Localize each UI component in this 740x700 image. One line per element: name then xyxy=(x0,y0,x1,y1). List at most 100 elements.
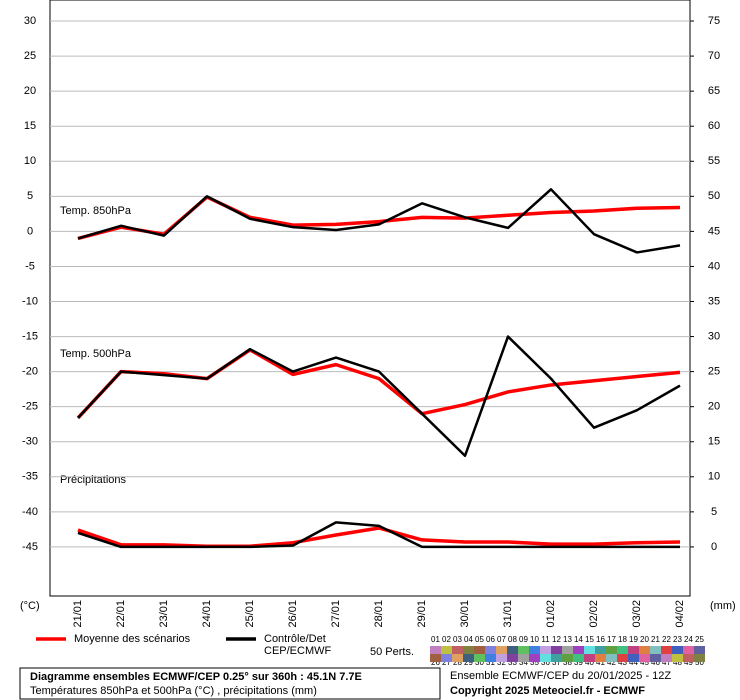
perturbation-label: 50 xyxy=(695,658,704,667)
y-tick-label: -25 xyxy=(22,401,38,413)
y2-tick-label: 65 xyxy=(708,85,720,97)
perturbation-label: 01 xyxy=(431,635,440,644)
y2-tick-label: 50 xyxy=(708,190,720,202)
perturbation-swatch xyxy=(595,646,606,654)
perturbation-label: 19 xyxy=(629,635,638,644)
x-tick-label: 24/01 xyxy=(201,600,213,628)
perturbation-swatch xyxy=(639,654,650,662)
perturbation-label: 27 xyxy=(442,658,451,667)
y-tick-label: -40 xyxy=(22,506,38,518)
y2-tick-label: 15 xyxy=(708,436,720,448)
perturbation-label: 12 xyxy=(552,635,561,644)
perturbation-label: 31 xyxy=(486,658,495,667)
y-tick-label: -20 xyxy=(22,366,38,378)
perturbation-label: 08 xyxy=(508,635,517,644)
perturbation-label: 28 xyxy=(453,658,462,667)
y-tick-label: 20 xyxy=(24,85,36,97)
series-line xyxy=(77,188,681,254)
x-tick-label: 25/01 xyxy=(244,600,256,628)
perturbation-swatch xyxy=(639,646,650,654)
perturbation-label: 43 xyxy=(618,658,627,667)
chart-title: Diagramme ensembles ECMWF/CEP 0.25° sur … xyxy=(30,671,362,683)
perturbation-label: 07 xyxy=(497,635,506,644)
series-line xyxy=(77,335,681,458)
y2-tick-label: 10 xyxy=(708,471,720,483)
perturbation-swatch xyxy=(430,646,441,654)
y-tick-label: -15 xyxy=(22,330,38,342)
perturbation-swatch xyxy=(463,646,474,654)
perturbation-label: 29 xyxy=(464,658,473,667)
perturbation-swatch xyxy=(672,646,683,654)
x-tick-label: 21/01 xyxy=(72,600,84,628)
panel-label: Temp. 850hPa xyxy=(60,205,132,217)
perturbation-swatch xyxy=(562,654,573,662)
perturbation-swatch xyxy=(441,654,452,662)
perturbation-swatch xyxy=(518,654,529,662)
perturbation-label: 41 xyxy=(596,658,605,667)
y-tick-label: 10 xyxy=(24,155,36,167)
y2-axis-unit: (mm) xyxy=(710,600,736,612)
y2-tick-label: 55 xyxy=(708,155,720,167)
y2-tick-label: 35 xyxy=(708,295,720,307)
perturbation-swatch xyxy=(474,654,485,662)
perturbation-label: 35 xyxy=(530,658,539,667)
perturbation-label: 45 xyxy=(640,658,649,667)
x-tick-label: 28/01 xyxy=(373,600,385,628)
perturbation-swatch xyxy=(441,646,452,654)
perturbation-swatch xyxy=(562,646,573,654)
y2-tick-label: 0 xyxy=(711,541,717,553)
perturbation-label: 42 xyxy=(607,658,616,667)
x-tick-label: 01/02 xyxy=(545,600,557,628)
perturbation-label: 34 xyxy=(519,658,528,667)
perturbation-label: 38 xyxy=(563,658,572,667)
perturbation-swatch xyxy=(518,646,529,654)
perturbation-swatch xyxy=(628,646,639,654)
perturbation-swatch xyxy=(529,654,540,662)
y2-tick-label: 70 xyxy=(708,50,720,62)
perturbation-label: 23 xyxy=(673,635,682,644)
perturbation-swatch xyxy=(606,646,617,654)
perturbation-label: 32 xyxy=(497,658,506,667)
y2-tick-label: 30 xyxy=(708,330,720,342)
perturbation-swatch xyxy=(606,654,617,662)
perturbation-swatch xyxy=(507,646,518,654)
perturbation-swatch xyxy=(540,654,551,662)
perturbation-label: 46 xyxy=(651,658,660,667)
y-tick-label: 25 xyxy=(24,50,36,62)
perturbation-swatch xyxy=(672,654,683,662)
perturbation-label: 47 xyxy=(662,658,671,667)
perturbation-swatch xyxy=(683,646,694,654)
perturbation-label: 09 xyxy=(519,635,528,644)
perturbation-label: 30 xyxy=(475,658,484,667)
panel-label: Précipitations xyxy=(60,474,127,486)
perturbation-label: 11 xyxy=(541,635,550,644)
y-tick-label: -30 xyxy=(22,436,38,448)
x-tick-label: 29/01 xyxy=(416,600,428,628)
series-line xyxy=(77,526,681,548)
perturbation-label: 14 xyxy=(574,635,583,644)
perturbation-swatch xyxy=(485,654,496,662)
perturbation-swatch xyxy=(463,654,474,662)
perturbation-swatch xyxy=(540,646,551,654)
perturbation-label: 48 xyxy=(673,658,682,667)
perturbation-label: 40 xyxy=(585,658,594,667)
chart-subtitle: Températures 850hPa et 500hPa (°C) , pré… xyxy=(30,685,317,697)
perturbation-label: 17 xyxy=(607,635,616,644)
y-axis-unit: (°C) xyxy=(20,600,40,612)
perturbation-label: 18 xyxy=(618,635,627,644)
perturbation-label: 36 xyxy=(541,658,550,667)
perturbation-swatch xyxy=(573,654,584,662)
y2-tick-label: 5 xyxy=(711,506,717,518)
perturbation-label: 05 xyxy=(475,635,484,644)
y-tick-label: -45 xyxy=(22,541,38,553)
perturbation-label: 21 xyxy=(651,635,660,644)
perturbation-label: 03 xyxy=(453,635,462,644)
y-tick-label: 5 xyxy=(27,190,33,202)
perturbation-swatch xyxy=(430,654,441,662)
perturbation-label: 24 xyxy=(684,635,693,644)
perturbation-swatch xyxy=(650,646,661,654)
perturbation-swatch xyxy=(617,654,628,662)
panel-label: Temp. 500hPa xyxy=(60,348,132,360)
